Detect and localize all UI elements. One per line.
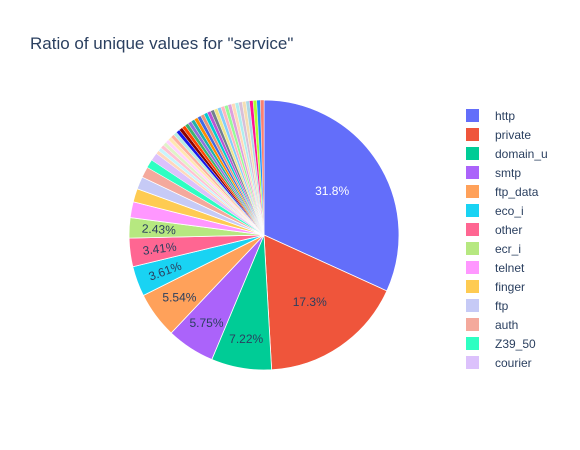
legend-label: Z39_50	[495, 336, 536, 351]
legend-swatch	[466, 299, 479, 312]
legend-swatch	[466, 280, 479, 293]
legend-label: ftp	[495, 298, 509, 313]
pie-slice-http[interactable]	[263, 99, 400, 292]
slice-label-private: 17.3%	[293, 295, 327, 309]
legend-swatch	[466, 109, 479, 122]
legend-swatch	[466, 185, 479, 198]
legend-item-courier[interactable]: courier	[466, 353, 548, 372]
pie-slice-private[interactable]	[263, 234, 388, 371]
legend-item-domain-u[interactable]: domain_u	[466, 144, 548, 163]
legend-label: domain_u	[495, 146, 548, 161]
legend-item-ecr-i[interactable]: ecr_i	[466, 239, 548, 258]
legend-label: telnet	[495, 260, 525, 275]
legend-label: smtp	[495, 165, 522, 180]
legend-swatch	[466, 318, 479, 331]
slice-label-smtp: 5.75%	[189, 316, 223, 330]
slice-label-other: 3.41%	[142, 239, 178, 257]
legend-swatch	[466, 166, 479, 179]
legend-label: http	[495, 108, 516, 123]
legend-label: ftp_data	[495, 184, 539, 199]
pie-slice-minor-47[interactable]	[260, 99, 265, 236]
legend-label: auth	[495, 317, 519, 332]
chart-title: Ratio of unique values for "service"	[30, 34, 294, 53]
legend-item-telnet[interactable]: telnet	[466, 258, 548, 277]
legend-swatch	[466, 242, 479, 255]
legend-label: finger	[495, 279, 526, 294]
slice-label-domain-u: 7.22%	[229, 332, 263, 346]
legend-label: private	[495, 127, 532, 142]
slice-label-http: 31.8%	[315, 184, 349, 198]
slice-label-ftp-data: 5.54%	[162, 291, 196, 305]
legend-item-ftp-data[interactable]: ftp_data	[466, 182, 548, 201]
legend-item-smtp[interactable]: smtp	[466, 163, 548, 182]
legend-item-eco-i[interactable]: eco_i	[466, 201, 548, 220]
legend-item-http[interactable]: http	[466, 106, 548, 125]
legend-item-ftp[interactable]: ftp	[466, 296, 548, 315]
legend-item-finger[interactable]: finger	[466, 277, 548, 296]
legend-item-z39-50[interactable]: Z39_50	[466, 334, 548, 353]
legend-swatch	[466, 356, 479, 369]
legend-item-private[interactable]: private	[466, 125, 548, 144]
legend-label: other	[495, 222, 523, 237]
legend-label: courier	[495, 355, 532, 370]
legend-swatch	[466, 223, 479, 236]
legend-item-auth[interactable]: auth	[466, 315, 548, 334]
legend-swatch	[466, 204, 479, 217]
legend-item-other[interactable]: other	[466, 220, 548, 239]
legend-label: ecr_i	[495, 241, 522, 256]
legend-label: eco_i	[495, 203, 524, 218]
legend-swatch	[466, 337, 479, 350]
legend-swatch	[466, 128, 479, 141]
slice-label-ecr-i: 2.43%	[141, 222, 176, 238]
legend-swatch	[466, 261, 479, 274]
legend-swatch	[466, 147, 479, 160]
